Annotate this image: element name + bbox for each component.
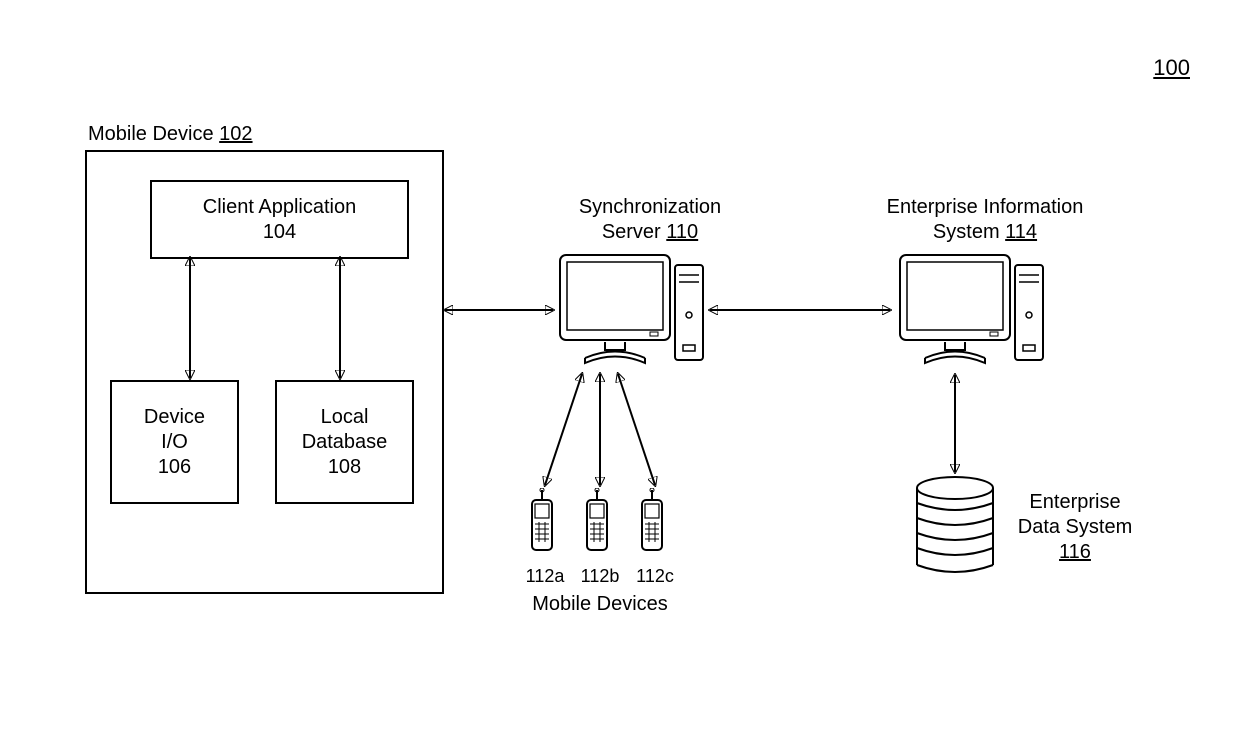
diagram-canvas: 100 Mobile Device 102 Client Application… bbox=[0, 0, 1240, 750]
arrow-sync-phone-c bbox=[618, 374, 655, 485]
arrow-sync-phone-a bbox=[545, 374, 582, 485]
arrows-overlay bbox=[0, 0, 1240, 750]
